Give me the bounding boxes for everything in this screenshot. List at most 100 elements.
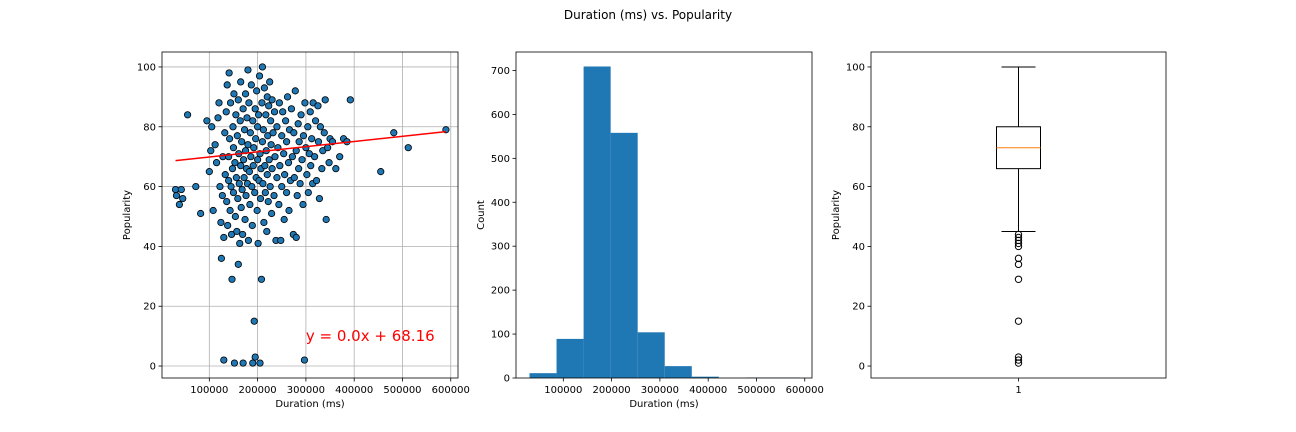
scatter-point: [254, 239, 262, 248]
scatter-point: [314, 138, 323, 146]
scatter-point: [215, 99, 223, 107]
scatter-point: [247, 81, 255, 89]
scatter-point: [232, 174, 240, 182]
scatter-point: [241, 215, 249, 224]
scatter-point: [220, 233, 228, 242]
scatter-point: [258, 63, 267, 71]
scatter-point: [290, 174, 298, 182]
histogram-ytick-label: 0: [504, 374, 510, 385]
scatter-point: [299, 200, 307, 209]
scatter-point: [197, 209, 205, 218]
scatter-xtick-label: 200000: [239, 385, 277, 396]
trendline: [175, 130, 447, 162]
scatter-point: [268, 165, 276, 173]
boxplot-xtick-label: 1: [1015, 385, 1021, 396]
scatter-point: [266, 78, 274, 86]
scatter-point: [264, 197, 272, 206]
scatter-point: [244, 236, 253, 245]
scatter-ytick-label: 60: [143, 182, 156, 193]
scatter-point: [294, 120, 302, 128]
scatter-point: [292, 233, 300, 242]
scatter-point: [236, 239, 244, 248]
scatter-point: [311, 117, 320, 125]
scatter-point: [270, 191, 278, 200]
scatter-point: [221, 171, 229, 179]
scatter-point: [172, 191, 181, 200]
scatter-point: [321, 96, 329, 104]
scatter-point: [304, 188, 312, 197]
scatter-point: [218, 191, 226, 200]
scatter-point: [310, 153, 319, 161]
scatter-ytick-label: 20: [143, 302, 156, 313]
scatter-point: [295, 165, 303, 173]
scatter-point: [315, 194, 324, 203]
scatter-point: [280, 150, 288, 158]
outlier-point: [1014, 242, 1023, 251]
scatter-point: [303, 171, 311, 179]
boxplot-ytick-label: 80: [852, 122, 865, 133]
scatter-point: [179, 194, 187, 203]
scatter-point: [252, 135, 260, 143]
scatter-ylabel: Popularity: [122, 190, 133, 240]
scatter-point: [277, 236, 285, 245]
scatter-point: [239, 359, 247, 367]
scatter-point: [256, 359, 264, 367]
scatter-point: [248, 182, 256, 191]
scatter-point: [325, 159, 333, 167]
scatter-point: [223, 197, 231, 206]
scatter-point: [262, 111, 270, 119]
scatter-point: [230, 90, 238, 98]
scatter-point: [177, 185, 185, 194]
scatter-point: [251, 105, 259, 113]
scatter-point: [214, 114, 222, 122]
scatter-point: [183, 111, 192, 119]
scatter-xtick-label: 300000: [287, 385, 325, 396]
scatter-point: [222, 108, 230, 116]
scatter-point: [282, 117, 290, 125]
histogram-ytick-label: 200: [491, 286, 510, 297]
scatter-point: [265, 102, 273, 110]
scatter-point: [305, 150, 313, 158]
scatter-point: [205, 168, 213, 176]
scatter-point: [266, 182, 274, 191]
histogram-xtick-label: 100000: [544, 385, 582, 396]
scatter-point: [269, 129, 277, 137]
scatter-point: [404, 144, 412, 152]
boxplot-ytick-label: 40: [852, 242, 865, 253]
histogram-xtick-label: 500000: [737, 385, 775, 396]
scatter-point: [275, 99, 283, 107]
scatter-point: [278, 182, 286, 191]
scatter-point: [314, 102, 322, 110]
scatter-point: [235, 179, 243, 188]
scatter-point: [234, 96, 242, 104]
scatter-point: [271, 153, 279, 161]
scatter-point: [226, 99, 235, 107]
histogram-xtick-label: 600000: [786, 385, 824, 396]
scatter-point: [254, 123, 262, 131]
scatter-point: [288, 153, 296, 161]
scatter-point: [264, 132, 272, 140]
scatter-point: [258, 138, 267, 146]
scatter-point: [253, 206, 261, 215]
scatter-point: [230, 359, 239, 367]
scatter-point: [224, 221, 232, 230]
scatter-point: [267, 141, 275, 149]
scatter-point: [238, 185, 246, 194]
scatter-point: [270, 108, 279, 116]
scatter-point: [226, 135, 234, 143]
scatter-point: [228, 275, 236, 283]
scatter-point: [233, 132, 241, 140]
scatter-point: [320, 129, 328, 137]
histogram-bar: [664, 366, 692, 378]
scatter-point: [227, 182, 235, 191]
scatter-point: [263, 227, 271, 236]
scatter-point: [290, 129, 298, 137]
scatter-point: [282, 188, 291, 197]
scatter-point: [249, 117, 257, 125]
histogram-bar: [637, 332, 665, 378]
scatter-xtick-label: 100000: [190, 385, 228, 396]
scatter-point: [285, 206, 293, 215]
scatter-point: [332, 165, 340, 173]
scatter-point: [207, 147, 215, 155]
boxplot-ytick-label: 0: [859, 362, 865, 373]
